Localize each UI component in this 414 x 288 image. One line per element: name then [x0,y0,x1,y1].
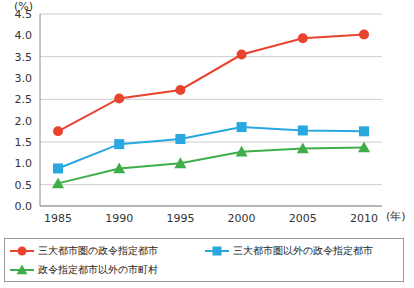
svg-text:0.0: 0.0 [15,200,33,213]
svg-text:1995: 1995 [166,212,194,225]
svg-text:2.5: 2.5 [15,93,33,106]
svg-text:4.0: 4.0 [15,29,33,42]
svg-text:4.5: 4.5 [15,8,33,21]
svg-text:3.5: 3.5 [15,51,33,64]
svg-text:2005: 2005 [289,212,317,225]
html-text:三大都市圏以外の政令指定都市: 三大都市圏以外の政令指定都市 [233,244,373,256]
svg-text:2000: 2000 [228,212,256,225]
svg-text:2010: 2010 [350,212,378,225]
svg-text:1.0: 1.0 [15,157,33,170]
svg-text:1.5: 1.5 [15,136,33,149]
html-text:三大都市圏の政令指定都市: 三大都市圏の政令指定都市 [38,244,158,256]
svg-text:2.0: 2.0 [15,115,33,128]
html-text:(年): (年) [386,210,406,223]
svg-text:1985: 1985 [44,212,72,225]
svg-text:1990: 1990 [105,212,133,225]
svg-text:3.0: 3.0 [15,72,33,85]
svg-text:0.5: 0.5 [15,179,33,192]
html-text:政令指定都市以外の市町村: 政令指定都市以外の市町村 [38,263,158,275]
